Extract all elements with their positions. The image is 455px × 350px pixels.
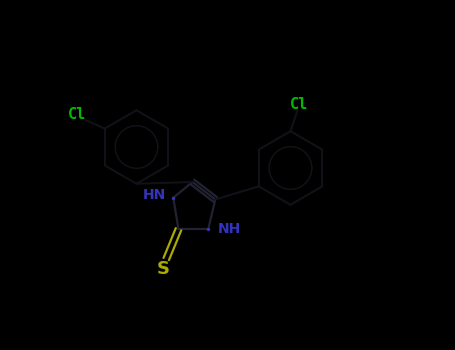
Text: HN: HN xyxy=(142,188,166,202)
Text: S: S xyxy=(156,260,169,278)
Text: NH: NH xyxy=(217,222,241,236)
Text: Cl: Cl xyxy=(67,107,86,122)
Text: Cl: Cl xyxy=(290,98,308,112)
